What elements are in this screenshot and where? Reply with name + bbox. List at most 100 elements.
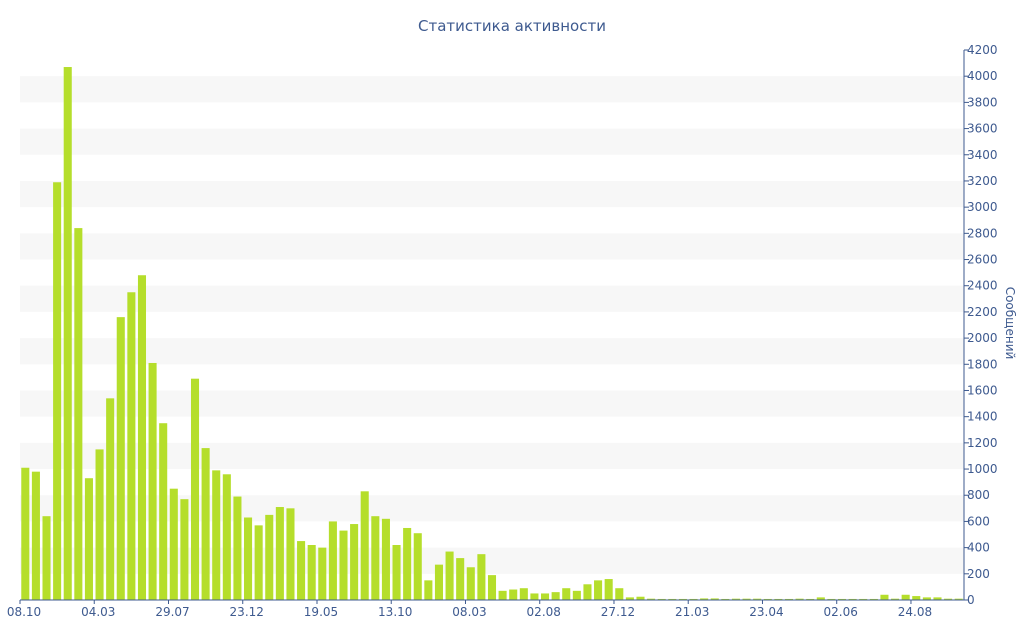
bar[interactable] xyxy=(647,598,656,600)
bar[interactable] xyxy=(233,496,242,600)
bar[interactable] xyxy=(413,533,422,600)
bar[interactable] xyxy=(106,398,115,600)
bar[interactable] xyxy=(668,598,677,600)
bar[interactable] xyxy=(222,474,231,600)
bar[interactable] xyxy=(477,554,486,600)
bar[interactable] xyxy=(487,575,497,600)
bar[interactable] xyxy=(594,580,603,600)
bar[interactable] xyxy=(63,67,72,601)
bar[interactable] xyxy=(625,597,634,600)
bar[interactable] xyxy=(912,596,921,600)
bar[interactable] xyxy=(583,584,592,600)
bar[interactable] xyxy=(456,558,465,600)
bar[interactable] xyxy=(360,491,369,600)
bar[interactable] xyxy=(837,598,847,600)
bar[interactable] xyxy=(328,521,337,600)
bar[interactable] xyxy=(339,530,348,600)
bar[interactable] xyxy=(180,499,189,600)
bar[interactable] xyxy=(424,580,433,600)
bar[interactable] xyxy=(689,598,698,600)
bar[interactable] xyxy=(731,598,740,600)
bar[interactable] xyxy=(403,527,412,600)
bar[interactable] xyxy=(254,525,263,600)
bar[interactable] xyxy=(657,598,666,600)
bar[interactable] xyxy=(21,467,30,600)
bar[interactable] xyxy=(95,449,104,600)
bar[interactable] xyxy=(700,598,709,600)
bar[interactable] xyxy=(859,598,868,600)
x-tick-label: 19.05 xyxy=(304,605,338,619)
bar[interactable] xyxy=(84,478,93,600)
bar[interactable] xyxy=(53,182,62,600)
bar[interactable] xyxy=(806,598,815,600)
bar[interactable] xyxy=(784,598,794,600)
bar[interactable] xyxy=(827,598,836,600)
x-tick-label: 23.04 xyxy=(749,605,783,619)
bar[interactable] xyxy=(159,423,168,600)
bar[interactable] xyxy=(265,514,274,600)
x-tick-label: 29.07 xyxy=(155,605,189,619)
bar[interactable] xyxy=(816,597,825,600)
bar[interactable] xyxy=(434,564,443,600)
bar[interactable] xyxy=(710,598,719,600)
bar[interactable] xyxy=(753,598,762,600)
y-tick-label: 1000 xyxy=(967,462,998,476)
bar[interactable] xyxy=(869,598,878,600)
bar[interactable] xyxy=(509,589,518,600)
bar[interactable] xyxy=(891,598,900,600)
y-axis-label: Сообщений xyxy=(1003,287,1017,360)
bar[interactable] xyxy=(519,588,528,600)
bar[interactable] xyxy=(572,590,581,600)
bar[interactable] xyxy=(350,524,359,600)
bar[interactable] xyxy=(604,579,613,600)
bar[interactable] xyxy=(721,598,730,600)
bars xyxy=(21,67,963,601)
grid-band xyxy=(20,285,964,312)
bar[interactable] xyxy=(933,597,942,600)
bar[interactable] xyxy=(244,517,253,601)
bar[interactable] xyxy=(742,598,751,600)
bar[interactable] xyxy=(31,471,40,600)
bar[interactable] xyxy=(318,547,327,600)
bar[interactable] xyxy=(848,598,857,600)
bar[interactable] xyxy=(774,598,783,600)
bar[interactable] xyxy=(137,275,147,600)
bar[interactable] xyxy=(615,588,624,600)
bar[interactable] xyxy=(275,507,284,600)
bar[interactable] xyxy=(392,545,401,600)
bar[interactable] xyxy=(763,598,772,600)
x-tick-label: 08.10 xyxy=(7,605,41,619)
bar[interactable] xyxy=(148,362,157,600)
bar[interactable] xyxy=(297,541,306,600)
y-tick-label: 400 xyxy=(967,541,990,555)
bar[interactable] xyxy=(795,598,804,600)
y-tick-label: 4200 xyxy=(967,43,998,57)
bar[interactable] xyxy=(880,594,889,600)
bar[interactable] xyxy=(498,590,507,600)
bar[interactable] xyxy=(212,470,221,600)
bar[interactable] xyxy=(127,292,136,600)
bar[interactable] xyxy=(551,592,560,600)
bar[interactable] xyxy=(636,596,645,600)
bar[interactable] xyxy=(381,518,390,600)
bar[interactable] xyxy=(944,598,953,600)
x-tick-label: 08.03 xyxy=(452,605,486,619)
bar[interactable] xyxy=(190,378,200,600)
bar[interactable] xyxy=(42,516,51,600)
bar[interactable] xyxy=(922,597,931,600)
bar[interactable] xyxy=(530,593,539,600)
bar[interactable] xyxy=(371,516,380,600)
bar[interactable] xyxy=(201,448,210,600)
bar[interactable] xyxy=(901,594,910,600)
bar[interactable] xyxy=(286,508,295,600)
bar[interactable] xyxy=(954,598,963,600)
bar[interactable] xyxy=(445,551,454,600)
bar[interactable] xyxy=(678,598,687,600)
bar[interactable] xyxy=(74,228,83,600)
bar[interactable] xyxy=(466,567,475,600)
bar[interactable] xyxy=(116,317,125,600)
bar[interactable] xyxy=(562,588,571,600)
bar[interactable] xyxy=(541,593,550,600)
bar[interactable] xyxy=(307,545,316,600)
bar[interactable] xyxy=(169,488,178,600)
